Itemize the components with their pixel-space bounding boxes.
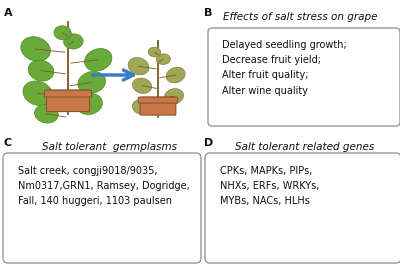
Ellipse shape — [148, 47, 161, 57]
FancyBboxPatch shape — [140, 97, 176, 115]
Ellipse shape — [132, 99, 152, 115]
Ellipse shape — [128, 58, 149, 75]
Text: B: B — [204, 8, 212, 18]
Ellipse shape — [34, 105, 58, 123]
Text: Effects of salt stress on grape: Effects of salt stress on grape — [223, 12, 377, 22]
Text: Delayed seedling growth;
Decrease fruit yield;
Alter fruit quality;
Alter wine q: Delayed seedling growth; Decrease fruit … — [222, 40, 347, 95]
Text: CPKs, MAPKs, PIPs,
NHXs, ERFs, WRKYs,
MYBs, NACs, HLHs: CPKs, MAPKs, PIPs, NHXs, ERFs, WRKYs, MY… — [220, 166, 319, 206]
Text: Salt creek, congji9018/9035,
Nm0317,GRN1, Ramsey, Dogridge,
Fall, 140 huggeri, 1: Salt creek, congji9018/9035, Nm0317,GRN1… — [18, 166, 190, 206]
Ellipse shape — [84, 49, 112, 71]
Ellipse shape — [164, 89, 184, 104]
Ellipse shape — [21, 37, 50, 61]
Ellipse shape — [64, 34, 83, 49]
FancyBboxPatch shape — [44, 90, 92, 97]
Ellipse shape — [78, 72, 106, 94]
Text: A: A — [4, 8, 13, 18]
Ellipse shape — [77, 94, 102, 115]
Ellipse shape — [166, 67, 185, 83]
Ellipse shape — [23, 81, 52, 106]
Text: Salt tolerant related genes: Salt tolerant related genes — [235, 142, 375, 152]
Text: D: D — [204, 138, 213, 148]
Text: Salt tolerant  germplasms: Salt tolerant germplasms — [42, 142, 178, 152]
FancyBboxPatch shape — [138, 97, 178, 103]
FancyBboxPatch shape — [3, 153, 201, 263]
Ellipse shape — [156, 54, 170, 65]
Ellipse shape — [54, 26, 71, 40]
FancyBboxPatch shape — [205, 153, 400, 263]
FancyBboxPatch shape — [46, 90, 90, 112]
FancyBboxPatch shape — [208, 28, 400, 126]
Text: C: C — [4, 138, 12, 148]
Ellipse shape — [132, 78, 152, 93]
Ellipse shape — [28, 60, 54, 81]
